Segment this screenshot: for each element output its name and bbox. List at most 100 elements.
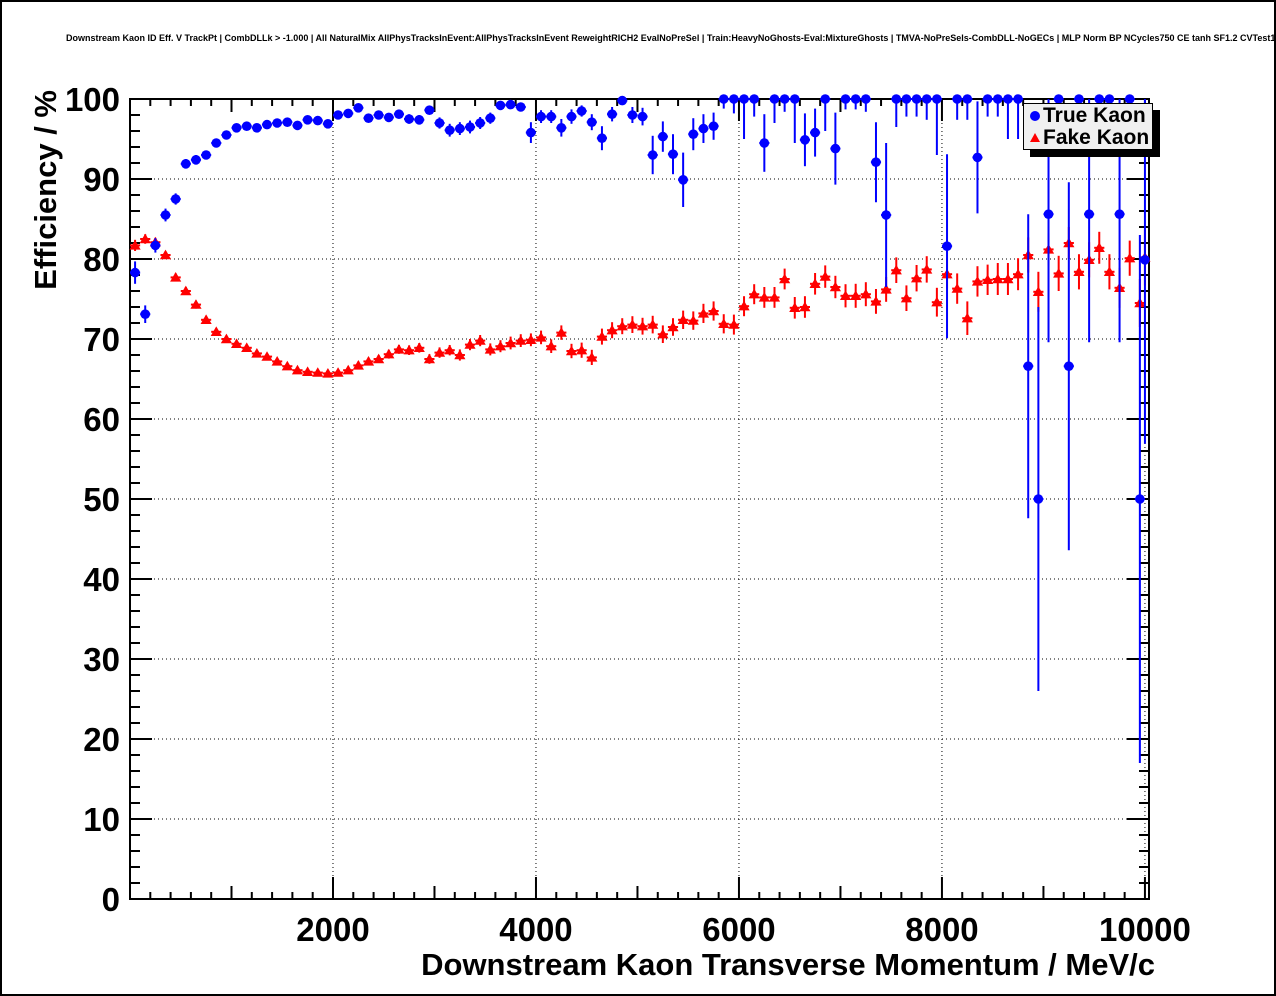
y-tick-label: 20 (83, 721, 120, 758)
data-point (708, 121, 719, 131)
data-point (1074, 94, 1084, 104)
data-point (1053, 268, 1065, 278)
data-point (931, 296, 943, 307)
data-point (191, 155, 201, 165)
data-point (971, 276, 984, 286)
data-point (525, 334, 537, 344)
data-point (342, 364, 354, 375)
data-point (749, 94, 759, 104)
data-point (667, 321, 679, 332)
data-point (159, 249, 172, 260)
data-point (759, 138, 770, 148)
data-point (688, 129, 699, 139)
data-point (718, 94, 729, 104)
data-point (556, 123, 567, 133)
data-point (718, 318, 730, 328)
data-point (586, 352, 598, 362)
data-point (1140, 254, 1150, 265)
data-point (769, 94, 780, 104)
plot-frame (129, 98, 1150, 900)
data-point (494, 340, 507, 351)
data-point (536, 111, 546, 122)
data-point (130, 267, 140, 278)
data-point (383, 348, 395, 359)
legend-label-fake-kaon: Fake Kaon (1043, 125, 1150, 149)
data-point (170, 194, 181, 204)
y-tick-label: 0 (102, 881, 120, 918)
data-point (322, 368, 334, 378)
fake-kaon-marker-icon (1030, 132, 1040, 142)
data-point (241, 342, 253, 352)
data-point (728, 319, 740, 329)
series-true-kaon (130, 94, 1150, 763)
data-point (789, 302, 801, 312)
data-point (800, 135, 810, 145)
data-point (596, 331, 608, 341)
data-point (414, 115, 425, 125)
x-tick-label: 10000 (1099, 911, 1191, 948)
data-point (332, 367, 344, 377)
data-point (1135, 494, 1145, 504)
data-point (262, 119, 272, 130)
data-point (921, 94, 932, 104)
data-point (1103, 266, 1116, 276)
data-point (830, 143, 841, 154)
data-point (404, 114, 414, 124)
data-point (1013, 94, 1023, 104)
data-point (881, 210, 891, 220)
data-point (911, 94, 922, 104)
data-point (1002, 273, 1014, 284)
data-point (576, 344, 588, 355)
data-point (170, 272, 182, 282)
data-point (1053, 94, 1064, 104)
y-tick-label: 70 (83, 321, 120, 358)
data-point (505, 337, 517, 348)
data-point (352, 360, 364, 370)
data-point (961, 312, 973, 323)
data-point (1032, 286, 1044, 296)
data-point (291, 364, 304, 375)
data-point (139, 233, 151, 244)
data-point (210, 326, 222, 336)
data-point (241, 121, 252, 131)
data-point (809, 278, 821, 288)
data-point (921, 264, 933, 274)
data-point (1012, 268, 1024, 279)
x-tick-label: 4000 (499, 911, 572, 948)
data-point (353, 103, 364, 113)
data-point (444, 344, 456, 355)
data-point (850, 290, 862, 300)
y-tick-label: 100 (65, 81, 120, 118)
data-point (566, 111, 577, 122)
data-point (890, 264, 902, 275)
data-point (1023, 361, 1034, 372)
data-point (647, 319, 659, 329)
data-point (231, 123, 242, 133)
x-tick-label: 6000 (702, 911, 775, 948)
data-point (545, 340, 557, 351)
data-point (190, 299, 202, 309)
legend-label-true-kaon: True Kaon (1043, 104, 1146, 128)
data-point (901, 94, 912, 104)
gridlines (130, 99, 1149, 899)
data-point (1104, 94, 1115, 104)
data-point (820, 94, 831, 104)
data-point (433, 347, 446, 357)
data-point (546, 111, 557, 122)
data-point (707, 305, 720, 316)
data-point (1124, 94, 1135, 104)
data-point (779, 273, 791, 284)
data-point (626, 319, 638, 329)
data-point (252, 123, 262, 133)
data-point (292, 120, 303, 131)
data-point (870, 296, 882, 306)
data-point (424, 105, 435, 115)
data-point (627, 110, 638, 120)
data-point (839, 290, 852, 300)
y-tick-label: 80 (83, 241, 120, 278)
y-tick-label: 60 (83, 401, 120, 438)
data-point (850, 94, 861, 104)
data-point (677, 314, 689, 324)
data-point (657, 328, 669, 339)
data-point (992, 273, 1004, 284)
